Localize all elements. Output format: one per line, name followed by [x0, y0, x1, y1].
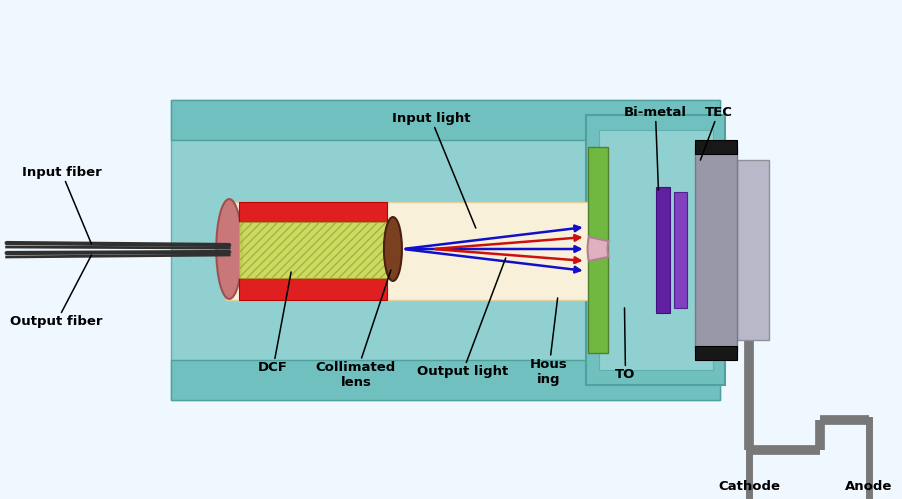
Text: Anode: Anode [845, 480, 893, 493]
Bar [657, 187, 670, 313]
Bar [585, 115, 725, 385]
Text: Cathode: Cathode [718, 480, 780, 493]
Text: TEC: TEC [700, 106, 732, 160]
Text: DCF: DCF [258, 272, 291, 374]
Text: Input fiber: Input fiber [22, 166, 101, 244]
Text: Input light: Input light [391, 112, 475, 228]
Bar [171, 100, 721, 140]
Bar [695, 140, 737, 154]
Ellipse shape [216, 199, 243, 299]
Text: TO: TO [615, 308, 636, 381]
Text: Output fiber: Output fiber [10, 255, 103, 328]
Text: Collimated
lens: Collimated lens [316, 270, 396, 389]
Wedge shape [587, 237, 608, 261]
Bar [171, 360, 721, 400]
Text: Hous
ing: Hous ing [529, 298, 567, 386]
Bar [675, 192, 687, 308]
Bar [239, 278, 387, 300]
Bar [171, 100, 721, 400]
Ellipse shape [384, 217, 402, 281]
Text: Bi-metal: Bi-metal [624, 106, 687, 190]
Bar [239, 202, 387, 222]
Bar [226, 202, 591, 300]
Bar [695, 346, 737, 360]
Bar [695, 148, 737, 352]
Text: Output light: Output light [418, 258, 509, 378]
Bar [587, 147, 608, 353]
Bar [737, 160, 769, 340]
Bar [599, 130, 713, 370]
Bar [239, 222, 387, 278]
